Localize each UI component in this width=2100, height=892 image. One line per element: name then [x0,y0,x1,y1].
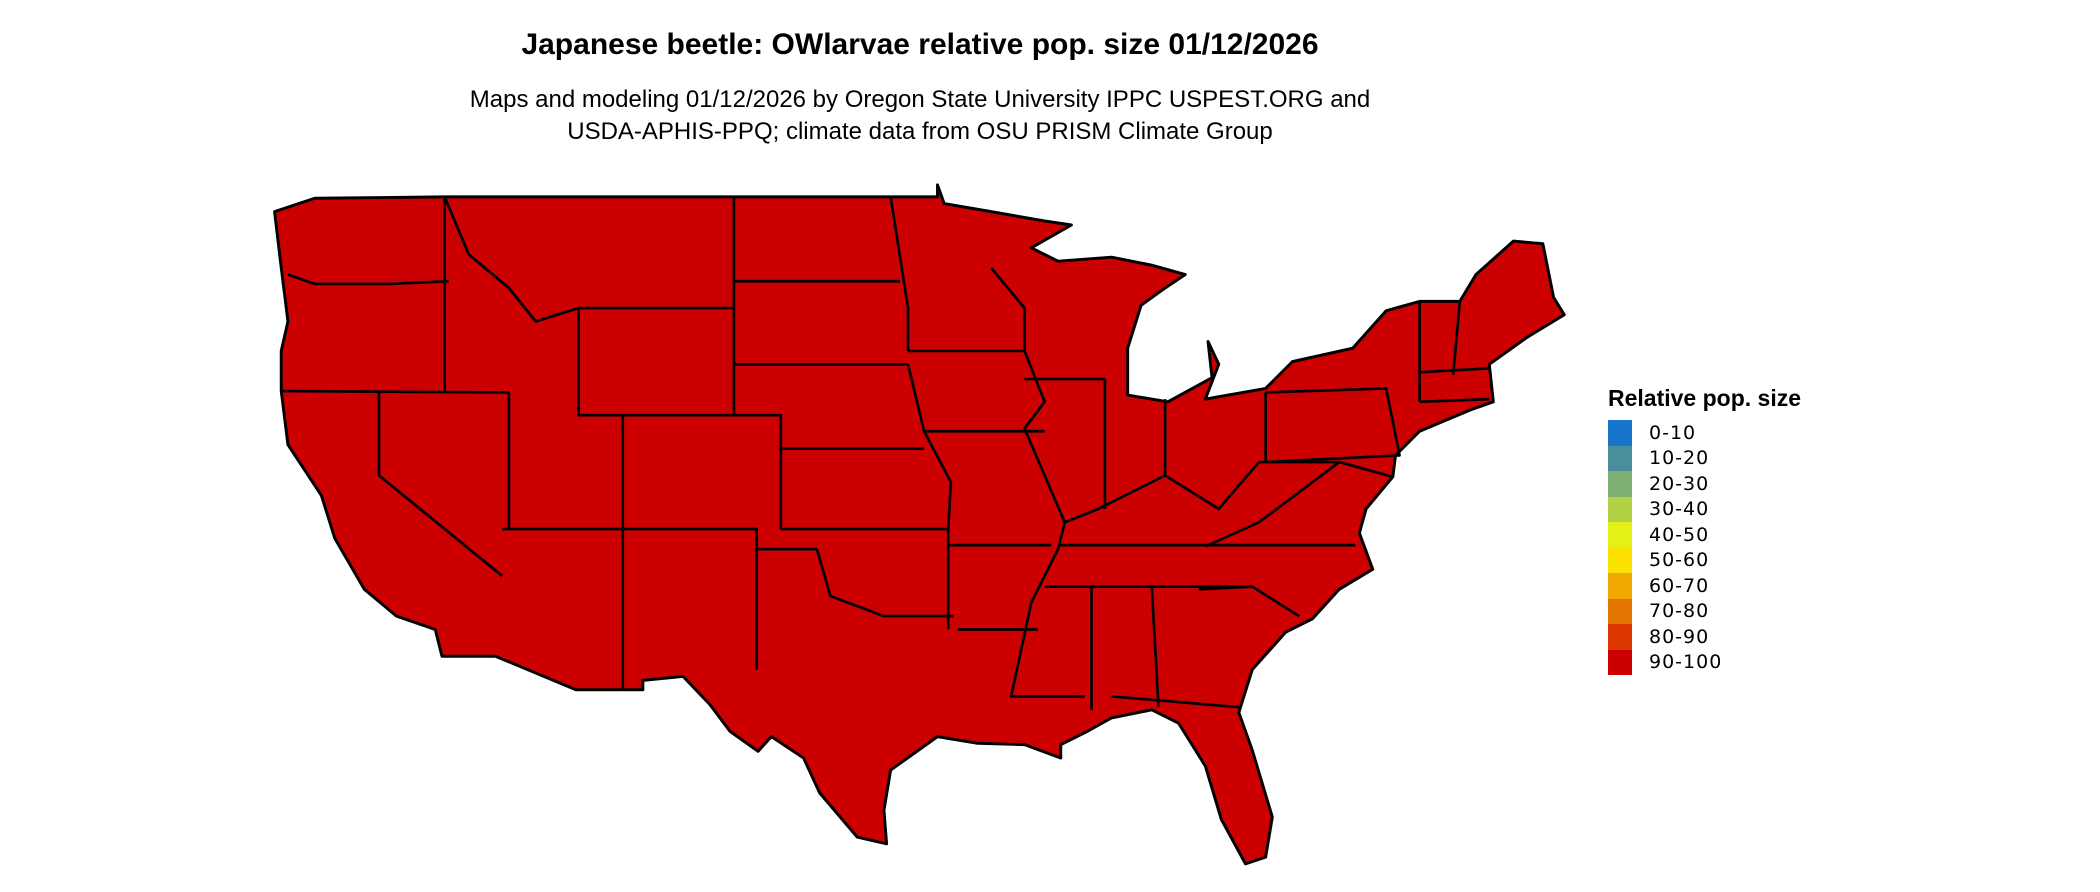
state-border [1258,460,1394,479]
legend-swatch [1608,624,1632,650]
legend-swatch [1608,547,1632,573]
legend: Relative pop. size 0-10 10-20 20-30 30-40 40… [1608,385,1801,675]
legend-swatch [1608,573,1632,599]
state-border [906,363,953,630]
legend-item: 90-100 [1608,649,1801,675]
state-border [990,267,1026,351]
state-border [815,548,954,618]
legend-item: 10-20 [1608,445,1801,471]
state-border [1198,585,1253,591]
state-border [1419,366,1490,374]
legend-item: 20-30 [1608,471,1801,497]
legend-title: Relative pop. size [1608,385,1802,411]
state-border [889,196,910,351]
legend-item: 80-90 [1608,624,1801,650]
state-border [1419,397,1490,404]
state-border [1204,460,1341,548]
map-subtitle: Maps and modeling 01/12/2026 by Oregon S… [0,84,1840,148]
legend-item: 30-40 [1608,496,1801,522]
subtitle-line: USDA-APHIS-PPQ; climate data from OSU PR… [567,118,1273,145]
legend-label: 70-80 [1649,600,1710,623]
legend-label: 20-30 [1649,472,1710,495]
state-border [377,391,504,577]
legend-item: 70-80 [1608,598,1801,624]
state-border [1150,586,1160,708]
legend-label: 90-100 [1649,651,1723,674]
state-border [287,273,449,286]
legend-label: 80-90 [1649,625,1710,648]
legend-item: 50-60 [1608,547,1801,573]
legend-label: 0-10 [1649,421,1697,444]
legend-label: 30-40 [1649,498,1710,521]
state-border [622,527,759,670]
legend-swatch [1608,496,1632,522]
state-border [577,308,623,417]
legend-item: 40-50 [1608,522,1801,548]
state-border [1264,387,1401,464]
state-border [622,413,783,530]
legend-swatch [1608,598,1632,624]
legend-item: 0-10 [1608,420,1801,446]
legend-swatch [1608,522,1632,548]
state-border [1064,461,1260,524]
legend-swatch [1608,471,1632,497]
state-border [443,196,734,323]
state-border [1009,350,1085,698]
legend-label: 50-60 [1649,549,1710,572]
legend-label: 40-50 [1649,523,1710,546]
legend-label: 60-70 [1649,574,1710,597]
legend-swatch [1608,649,1632,675]
state-border [1451,301,1462,376]
map-title: Japanese beetle: OWlarvae relative pop. … [521,28,1319,61]
state-border [1111,695,1239,709]
legend-swatch [1608,420,1632,446]
legend-item: 60-70 [1608,573,1801,599]
legend-swatch [1608,445,1632,471]
subtitle-line: Maps and modeling 01/12/2026 by Oregon S… [469,86,1371,113]
legend-label: 10-20 [1649,447,1710,470]
us-outline [273,183,1566,866]
state-border [281,389,509,394]
state-borders [281,196,1490,710]
